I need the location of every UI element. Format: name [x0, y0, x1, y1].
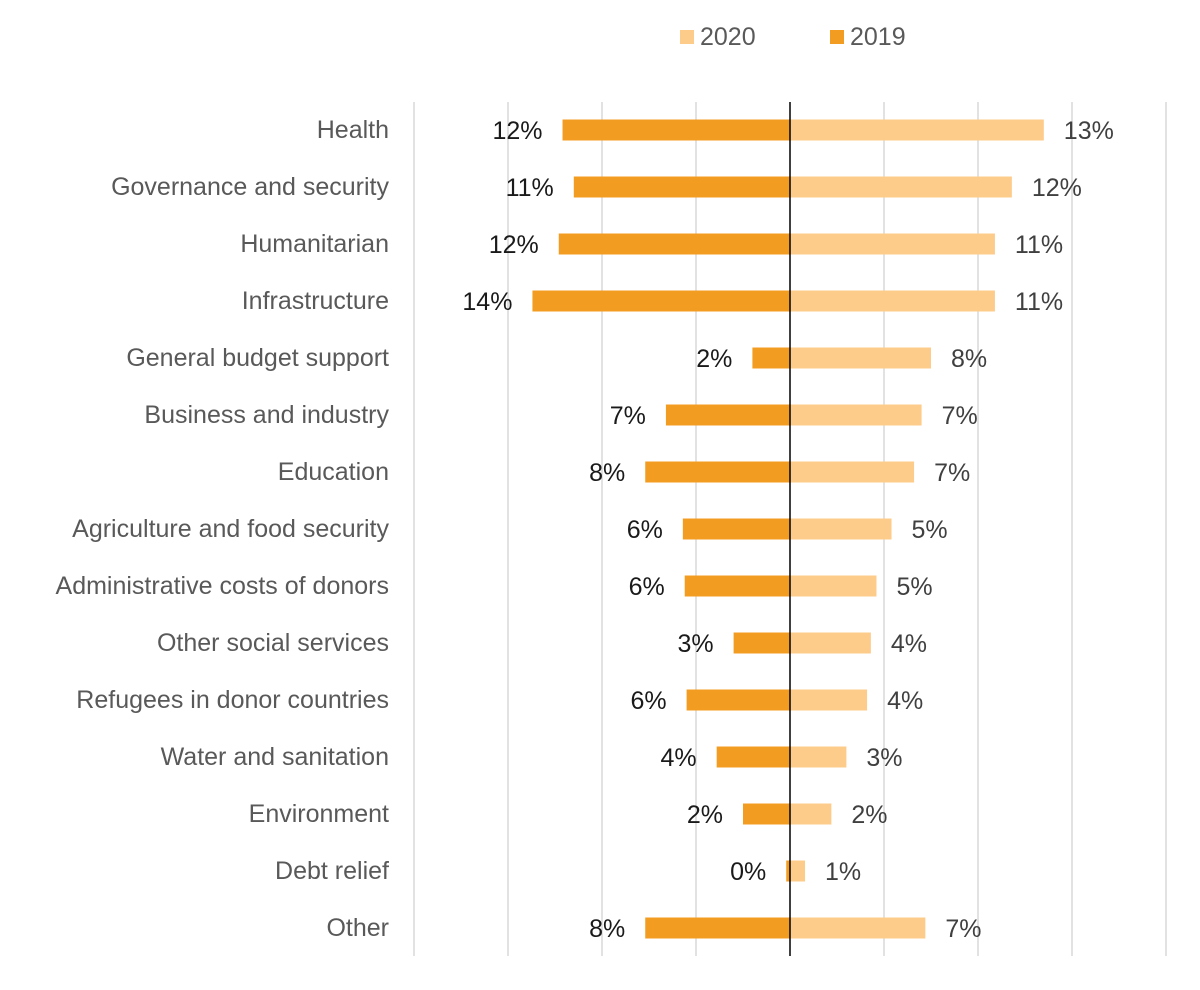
value-label-2020-general-budget-support: 8%: [951, 345, 987, 373]
category-label-business-and-industry: Business and industry: [144, 401, 389, 429]
category-label-refugees-in-donor-countries: Refugees in donor countries: [76, 686, 389, 714]
category-label-infrastructure: Infrastructure: [242, 287, 389, 315]
category-label-humanitarian: Humanitarian: [240, 230, 389, 258]
category-label-governance-and-security: Governance and security: [111, 173, 389, 201]
bar-2020-agriculture-and-food-security: [790, 518, 892, 540]
category-label-general-budget-support: General budget support: [126, 344, 389, 372]
value-label-2020-other: 7%: [945, 915, 981, 943]
value-label-2019-administrative-costs-of-donors: 6%: [629, 573, 665, 601]
bar-2019-water-and-sanitation: [716, 746, 790, 768]
value-label-2020-education: 7%: [934, 459, 970, 487]
value-label-2019-agriculture-and-food-security: 6%: [627, 516, 663, 544]
bar-2020-health: [790, 119, 1044, 141]
legend-label-2019: 2019: [850, 23, 906, 51]
value-label-2019-business-and-industry: 7%: [610, 402, 646, 430]
bar-2019-governance-and-security: [573, 176, 790, 198]
bars: [532, 119, 1044, 939]
value-labels: 13% 12% 12% 11% 11% 12% 11% 14% 8% 2% 7% 7% 7% 8% 5% 6%…: [462, 117, 1113, 943]
value-label-2020-humanitarian: 11%: [1015, 231, 1063, 259]
value-label-2020-debt-relief: 1%: [825, 858, 861, 886]
value-label-2020-infrastructure: 11%: [1015, 288, 1063, 316]
category-label-environment: Environment: [249, 800, 389, 828]
value-label-2019-other: 8%: [589, 915, 625, 943]
bar-2019-other-social-services: [733, 632, 790, 654]
category-label-other: Other: [326, 914, 389, 942]
legend: 2020 2019: [680, 23, 906, 51]
value-label-2020-governance-and-security: 12%: [1032, 174, 1082, 202]
value-label-2019-environment: 2%: [687, 801, 723, 829]
value-label-2019-water-and-sanitation: 4%: [661, 744, 697, 772]
category-label-administrative-costs-of-donors: Administrative costs of donors: [56, 572, 389, 600]
value-label-2019-refugees-in-donor-countries: 6%: [630, 687, 666, 715]
bar-2019-health: [562, 119, 790, 141]
bar-2020-other-social-services: [790, 632, 871, 654]
value-label-2019-other-social-services: 3%: [677, 630, 713, 658]
value-label-2019-education: 8%: [589, 459, 625, 487]
bar-2019-infrastructure: [532, 290, 790, 312]
bar-2020-general-budget-support: [790, 347, 931, 369]
value-label-2020-refugees-in-donor-countries: 4%: [887, 687, 923, 715]
value-label-2019-general-budget-support: 2%: [696, 345, 732, 373]
category-label-education: Education: [278, 458, 389, 486]
bar-2019-environment: [743, 803, 790, 825]
value-label-2019-debt-relief: 0%: [730, 858, 766, 886]
bar-2019-education: [645, 461, 790, 483]
bar-2019-administrative-costs-of-donors: [684, 575, 790, 597]
bar-2019-agriculture-and-food-security: [682, 518, 790, 540]
value-label-2020-agriculture-and-food-security: 5%: [912, 516, 948, 544]
bar-2019-business-and-industry: [665, 404, 790, 426]
bar-2019-general-budget-support: [752, 347, 790, 369]
bar-2020-infrastructure: [790, 290, 995, 312]
bar-2020-debt-relief: [790, 860, 806, 882]
bar-2020-administrative-costs-of-donors: [790, 575, 877, 597]
category-label-water-and-sanitation: Water and sanitation: [161, 743, 389, 771]
value-label-2020-water-and-sanitation: 3%: [866, 744, 902, 772]
category-label-debt-relief: Debt relief: [275, 857, 389, 885]
bar-2020-humanitarian: [790, 233, 995, 255]
category-label-agriculture-and-food-security: Agriculture and food security: [72, 515, 389, 543]
bar-2020-governance-and-security: [790, 176, 1012, 198]
bar-2020-refugees-in-donor-countries: [790, 689, 868, 711]
bar-2019-humanitarian: [558, 233, 790, 255]
legend-label-2020: 2020: [700, 23, 756, 51]
value-label-2020-administrative-costs-of-donors: 5%: [896, 573, 932, 601]
value-label-2019-infrastructure: 14%: [462, 288, 512, 316]
value-label-2019-humanitarian: 12%: [489, 231, 539, 259]
legend-swatch-2019: [830, 30, 844, 44]
legend-swatch-2020: [680, 30, 694, 44]
bar-2019-other: [645, 917, 790, 939]
value-label-2020-other-social-services: 4%: [891, 630, 927, 658]
bar-2019-refugees-in-donor-countries: [686, 689, 790, 711]
value-label-2019-health: 12%: [492, 117, 542, 145]
value-label-2020-business-and-industry: 7%: [942, 402, 978, 430]
bar-2020-environment: [790, 803, 832, 825]
value-label-2020-health: 13%: [1064, 117, 1114, 145]
bar-2019-debt-relief: [786, 860, 790, 882]
category-label-health: Health: [317, 116, 389, 144]
category-label-other-social-services: Other social services: [157, 629, 389, 657]
bar-2020-other: [790, 917, 926, 939]
category-labels: Health Governance and security Humanitaria…: [56, 116, 390, 942]
bar-2020-education: [790, 461, 915, 483]
value-label-2020-environment: 2%: [851, 801, 887, 829]
value-label-2019-governance-and-security: 11%: [506, 174, 554, 202]
bar-2020-business-and-industry: [790, 404, 922, 426]
bar-2020-water-and-sanitation: [790, 746, 847, 768]
